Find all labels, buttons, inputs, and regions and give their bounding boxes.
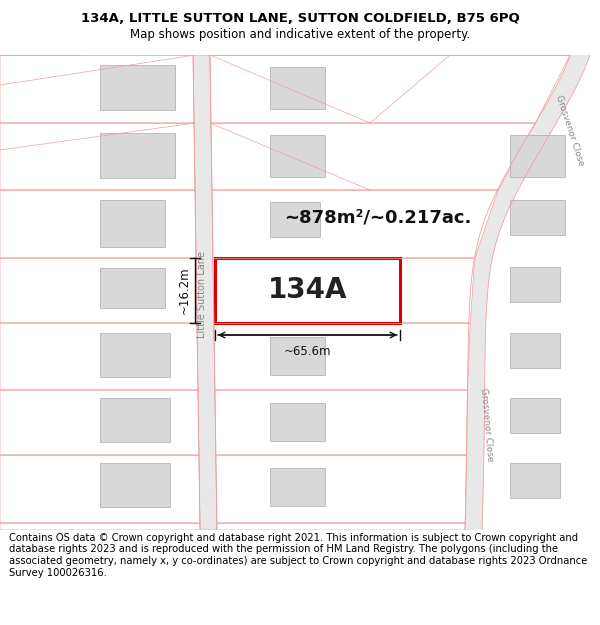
Text: Little Sutton Lane: Little Sutton Lane (197, 251, 207, 339)
Polygon shape (193, 55, 217, 530)
Polygon shape (212, 190, 498, 258)
Bar (215, 258, 400, 323)
Polygon shape (217, 523, 465, 530)
Text: ~65.6m: ~65.6m (284, 345, 331, 358)
Bar (100, 133, 175, 178)
Polygon shape (0, 523, 200, 530)
Bar (510, 135, 565, 177)
Polygon shape (216, 455, 466, 523)
Polygon shape (210, 55, 570, 123)
Bar (270, 135, 325, 177)
Bar (510, 200, 565, 235)
Bar (510, 398, 560, 433)
Bar (100, 200, 165, 247)
Polygon shape (211, 123, 535, 190)
Bar (100, 65, 175, 110)
Bar (270, 468, 325, 506)
Polygon shape (0, 123, 195, 190)
Bar (100, 398, 170, 442)
Bar (270, 337, 325, 375)
Polygon shape (215, 390, 467, 455)
Polygon shape (0, 258, 197, 323)
Bar (100, 333, 170, 377)
Bar (510, 267, 560, 302)
Text: 134A: 134A (268, 276, 347, 304)
Polygon shape (213, 258, 475, 323)
Polygon shape (0, 455, 200, 523)
Polygon shape (0, 323, 198, 390)
Polygon shape (0, 390, 199, 455)
Polygon shape (0, 190, 196, 258)
Bar (270, 403, 325, 441)
Polygon shape (214, 323, 470, 390)
Bar (510, 333, 560, 368)
Text: ~878m²/~0.217ac.: ~878m²/~0.217ac. (284, 209, 471, 227)
Polygon shape (465, 55, 590, 530)
Bar (510, 463, 560, 498)
Bar (100, 463, 170, 507)
Text: Grosvenor Close: Grosvenor Close (479, 388, 495, 462)
Bar (100, 268, 165, 308)
Bar (270, 67, 325, 109)
Text: Contains OS data © Crown copyright and database right 2021. This information is : Contains OS data © Crown copyright and d… (9, 533, 587, 578)
Text: ~16.2m: ~16.2m (178, 267, 191, 314)
Text: 134A, LITTLE SUTTON LANE, SUTTON COLDFIELD, B75 6PQ: 134A, LITTLE SUTTON LANE, SUTTON COLDFIE… (80, 12, 520, 25)
Text: Map shows position and indicative extent of the property.: Map shows position and indicative extent… (130, 28, 470, 41)
Bar (270, 270, 320, 305)
Bar (270, 202, 320, 237)
Text: Grosvenor Close: Grosvenor Close (554, 93, 586, 167)
Polygon shape (0, 55, 194, 123)
